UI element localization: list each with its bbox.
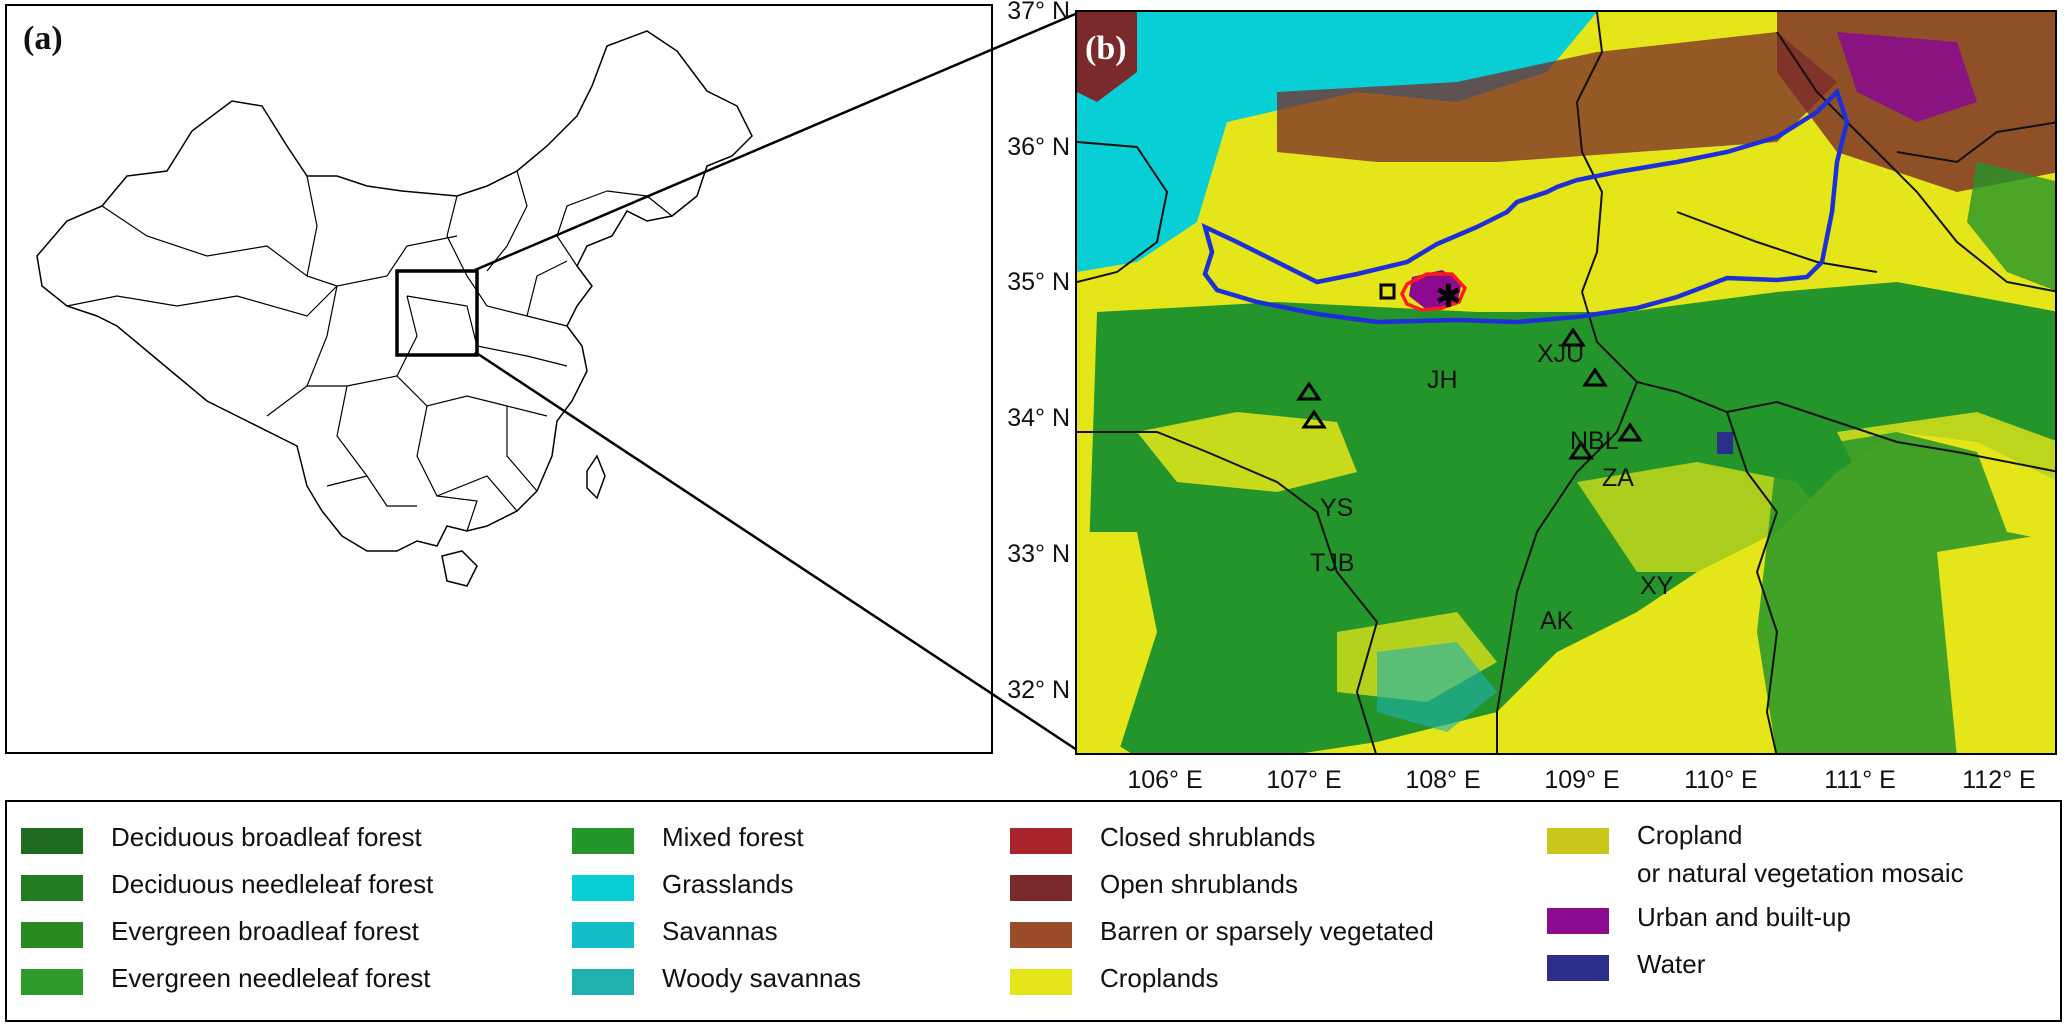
legend-label: Savannas [662, 916, 778, 946]
legend-swatch [1547, 908, 1609, 934]
legend-label: Cropland or natural vegetation mosaic [1637, 816, 1964, 892]
legend-swatch [572, 828, 634, 854]
legend-label: Woody savannas [662, 963, 861, 993]
legend-swatch [572, 875, 634, 901]
site-label-ak: AK [1540, 607, 1574, 635]
site-label-nbl: NBL [1570, 427, 1619, 455]
lon-label: 112° E [1962, 766, 2036, 794]
site-label-xy: XY [1640, 572, 1674, 600]
lon-label: 110° E [1684, 766, 1758, 794]
asterisk-marker: ✱ [1435, 278, 1462, 314]
legend-swatch [1010, 875, 1072, 901]
site-label-xju: XJU [1537, 340, 1585, 368]
lat-label: 37° N [1007, 0, 1070, 25]
legend-swatch [1010, 922, 1072, 948]
legend-label: Evergreen needleleaf forest [111, 963, 431, 993]
landcover-legend: Deciduous broadleaf forest Deciduous nee… [5, 800, 2062, 1022]
lat-label: 36° N [1007, 133, 1070, 161]
china-outline [36, 30, 753, 587]
legend-swatch [21, 969, 83, 995]
panel-a-label: (a) [23, 20, 63, 57]
lat-label: 35° N [1007, 268, 1070, 296]
lon-label: 109° E [1544, 766, 1620, 794]
legend-label: Water [1637, 949, 1706, 979]
legend-swatch [21, 875, 83, 901]
legend-label: Open shrublands [1100, 869, 1299, 899]
legend-label: Closed shrublands [1100, 822, 1316, 852]
legend-swatch [1010, 969, 1072, 995]
legend-label: Mixed forest [662, 822, 804, 852]
lon-label: 106° E [1127, 766, 1203, 794]
site-label-jh: JH [1427, 366, 1458, 394]
site-label-tjb: TJB [1310, 549, 1355, 577]
panel-b-label: (b) [1085, 30, 1127, 67]
legend-label: Grasslands [662, 869, 794, 899]
landcover-raster: ✱ [1077, 12, 2055, 753]
lat-label: 34° N [1007, 404, 1070, 432]
legend-label: Croplands [1100, 963, 1219, 993]
panel-b-landcover-map: ✱ (b) XJU JH NBL ZA YS TJB XY AK [1075, 10, 2057, 755]
lon-label: 111° E [1824, 766, 1896, 794]
legend-label: Urban and built-up [1637, 902, 1851, 932]
legend-label: Evergreen broadleaf forest [111, 916, 419, 946]
legend-label: Deciduous needleleaf forest [111, 869, 434, 899]
lon-label: 107° E [1266, 766, 1342, 794]
legend-swatch [572, 922, 634, 948]
lat-label: 32° N [1007, 676, 1070, 704]
legend-swatch [21, 828, 83, 854]
legend-swatch [21, 922, 83, 948]
legend-label-text: Cropland or natural vegetation mosaic [1637, 820, 1964, 888]
lon-label: 108° E [1405, 766, 1481, 794]
legend-label: Deciduous broadleaf forest [111, 822, 422, 852]
legend-swatch [1547, 828, 1609, 854]
legend-swatch [572, 969, 634, 995]
legend-label: Barren or sparsely vegetated [1100, 916, 1434, 946]
site-label-ys: YS [1320, 494, 1354, 522]
site-label-za: ZA [1602, 464, 1634, 492]
legend-swatch [1547, 955, 1609, 981]
study-area-box [395, 269, 479, 357]
panel-a-china-map: (a) [5, 4, 993, 754]
legend-swatch [1010, 828, 1072, 854]
lat-label: 33° N [1007, 540, 1070, 568]
